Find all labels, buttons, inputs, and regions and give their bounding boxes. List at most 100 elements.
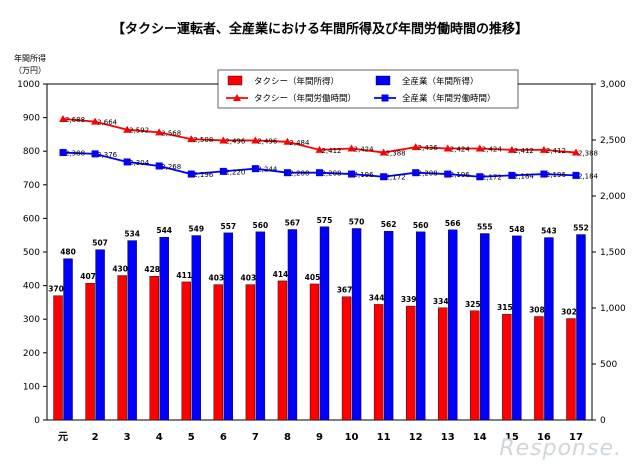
all-industry-income-bar	[319, 226, 330, 421]
all-industry-income-label: 534	[124, 230, 140, 239]
taxi-hours-label: 2,496	[225, 137, 246, 145]
all-industry-income-label: 557	[220, 222, 236, 231]
x-axis-tick-label: 7	[252, 432, 259, 443]
taxi-income-label: 411	[176, 271, 192, 280]
taxi-hours-marker	[219, 136, 228, 144]
left-axis-label: 年間所得	[14, 53, 46, 63]
taxi-hours-label: 2,388	[386, 150, 406, 158]
all-industry-income-label: 560	[253, 221, 269, 230]
left-axis-tick-label: 100	[23, 382, 40, 392]
right-axis-tick-label: 500	[600, 360, 617, 370]
taxi-income-bar	[277, 280, 288, 421]
all-industry-hours-label: 2,376	[97, 151, 118, 159]
left-axis-tick-label: 300	[23, 315, 40, 325]
all-industry-hours-label: 2,184	[514, 172, 535, 180]
taxi-income-bar	[566, 318, 576, 421]
left-axis-tick-label: 500	[23, 248, 40, 258]
all-industry-hours-marker	[123, 158, 131, 166]
all-industry-hours-marker	[155, 162, 163, 170]
taxi-income-bar	[438, 307, 448, 421]
all-industry-hours-label: 2,244	[257, 166, 278, 174]
x-axis-tick-label: 2	[92, 432, 99, 443]
all-industry-income-bar	[544, 237, 554, 421]
taxi-hours-label: 2,568	[161, 129, 181, 137]
taxi-hours-marker	[539, 145, 548, 153]
all-industry-hours-label: 2,208	[418, 170, 438, 178]
all-industry-income-label: 567	[285, 218, 301, 227]
all-industry-hours-marker	[540, 170, 548, 178]
all-industry-hours-label: 2,268	[161, 163, 181, 171]
all-industry-income-bar	[576, 234, 586, 421]
legend-all-industry-hours-label: 全産業（年間労働時間）	[402, 93, 496, 104]
taxi-income-label: 405	[305, 273, 321, 282]
all-industry-income-bar	[159, 237, 169, 421]
taxi-hours-marker	[443, 144, 452, 152]
taxi-hours-marker	[187, 135, 196, 143]
taxi-income-bar	[502, 313, 512, 421]
taxi-income-bar	[534, 316, 544, 421]
all-industry-income-bar	[95, 249, 105, 421]
taxi-hours-label: 2,484	[289, 139, 310, 147]
taxi-hours-label: 2,412	[514, 147, 534, 155]
taxi-income-label: 428	[144, 265, 160, 274]
all-industry-hours-label: 2,172	[386, 174, 406, 182]
taxi-income-label: 302	[561, 308, 577, 317]
taxi-income-bar	[309, 283, 320, 421]
all-industry-hours-label: 2,304	[129, 159, 150, 167]
x-axis-tick-label: 12	[409, 432, 423, 443]
all-industry-hours-marker	[283, 169, 291, 177]
left-axis-tick-label: 800	[23, 147, 40, 157]
taxi-income-bar	[341, 296, 352, 421]
all-industry-hours-label: 2,172	[482, 174, 502, 182]
legend-taxi-income-swatch	[227, 75, 243, 86]
taxi-hours-label: 2,508	[193, 136, 213, 144]
x-axis-tick-label: 11	[377, 432, 391, 443]
x-axis-tick-label: 10	[345, 432, 359, 443]
left-axis-tick-label: 1000	[17, 80, 40, 90]
taxi-income-label: 403	[241, 274, 257, 283]
all-industry-income-label: 560	[413, 221, 429, 230]
taxi-income-label: 407	[80, 272, 96, 281]
taxi-hours-label: 2,436	[418, 144, 439, 152]
all-industry-hours-marker	[59, 149, 67, 157]
taxi-hours-marker	[507, 145, 516, 153]
legend-all-industry-hours-marker	[381, 94, 389, 102]
right-axis-tick-label: 3,000	[600, 80, 626, 90]
all-industry-income-bar	[383, 230, 394, 421]
all-industry-hours-label: 2,196	[450, 171, 471, 179]
all-industry-hours-marker	[348, 170, 356, 178]
all-industry-income-label: 544	[156, 226, 172, 235]
taxi-hours-marker	[251, 136, 260, 144]
taxi-hours-label: 2,424	[354, 146, 375, 154]
all-industry-income-label: 549	[188, 225, 204, 234]
taxi-hours-label: 2,688	[65, 116, 85, 124]
all-industry-hours-label: 2,208	[321, 170, 341, 178]
taxi-hours-marker	[347, 144, 356, 152]
taxi-hours-marker	[283, 137, 292, 145]
taxi-hours-marker	[155, 128, 164, 136]
x-axis-tick-label: 13	[441, 432, 455, 443]
taxi-income-bar	[405, 305, 416, 421]
x-axis-tick-label: 14	[473, 432, 487, 443]
taxi-hours-marker	[91, 117, 100, 125]
taxi-hours-label: 2,424	[450, 146, 471, 154]
taxi-income-bar	[245, 284, 256, 421]
x-axis-tick-label: 9	[316, 432, 323, 443]
taxi-hours-marker	[571, 148, 580, 156]
all-industry-income-label: 566	[445, 219, 461, 228]
all-industry-income-label: 570	[349, 217, 365, 226]
taxi-income-bar	[213, 284, 224, 421]
taxi-income-bar	[181, 281, 191, 421]
taxi-income-label: 430	[112, 265, 128, 274]
all-industry-income-label: 480	[60, 248, 76, 257]
all-industry-income-bar	[287, 229, 298, 421]
all-industry-income-bar	[480, 233, 490, 421]
x-axis-tick-label: 6	[220, 432, 227, 443]
all-industry-hours-marker	[91, 150, 99, 158]
right-axis-tick-label: 2,500	[600, 136, 626, 146]
taxi-hours-label: 2,388	[578, 150, 598, 158]
all-industry-income-bar	[63, 258, 73, 421]
taxi-hours-label: 2,424	[482, 146, 503, 154]
taxi-income-label: 414	[273, 270, 289, 279]
taxi-income-label: 403	[208, 274, 224, 283]
